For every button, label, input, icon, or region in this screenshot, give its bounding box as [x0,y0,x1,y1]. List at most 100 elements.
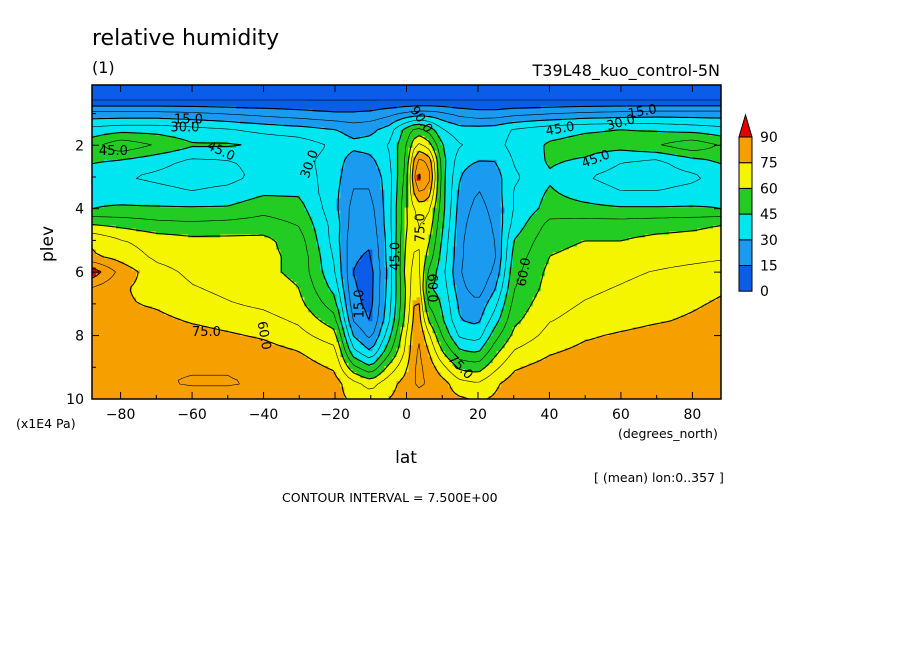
field-cell [388,85,394,89]
field-cell [300,90,305,95]
field-cell [424,85,430,89]
field-cell [208,93,213,98]
field-cell [180,102,185,107]
field-cell [676,87,682,92]
field-cell [388,93,394,98]
field-cell [596,96,602,101]
field-cell [236,90,241,95]
field-cell [308,99,313,104]
field-cell [688,87,694,92]
field-cell [256,96,261,101]
field-cell [184,102,189,107]
field-cell [240,90,245,95]
field-cell [296,96,301,101]
field-cell [636,93,642,98]
field-cell [680,90,686,95]
field-cell [664,85,670,89]
field-cell [552,87,558,92]
field-cell [640,90,646,95]
field-cell [452,90,458,95]
field-cell [324,93,329,98]
field-cell [544,85,550,89]
field-cell [144,90,149,95]
field-cell [296,85,301,89]
field-cell [200,102,205,107]
field-cell [200,99,205,104]
field-cell [148,85,153,89]
field-cell [324,85,329,89]
field-cell [716,99,721,104]
field-cell [520,96,526,101]
field-cell [568,85,574,89]
field-cell [516,90,522,95]
field-cell [640,96,646,101]
field-cell [372,90,378,95]
field-cell [656,87,662,92]
field-cell [656,90,662,95]
field-cell [320,93,325,98]
field-cell [220,96,225,101]
field-cell [596,87,602,92]
field-cell [292,96,297,101]
field-cell [608,99,614,104]
field-cell [324,90,329,95]
field-cell [168,87,173,92]
field-cell [284,99,289,104]
field-cell [232,90,237,95]
field-cell [588,90,594,95]
field-cell [180,87,185,92]
field-cell [268,87,273,92]
field-cell [656,99,662,104]
field-cell [136,93,141,98]
field-cell [580,93,586,98]
field-cell [568,87,574,92]
field-cell [428,96,434,101]
field-cell [408,85,414,89]
field-cell [152,93,157,98]
field-cell [716,93,721,98]
field-cell [148,102,153,107]
field-cell [384,85,390,89]
field-cell [108,102,113,107]
field-cell [624,90,630,95]
field-cell [268,96,273,101]
field-cell [184,90,189,95]
field-cell [196,90,201,95]
field-cell [368,85,374,89]
field-cell [220,85,225,89]
field-cell [472,90,478,95]
field-cell [204,87,209,92]
field-cell [96,87,101,92]
field-cell [352,90,358,95]
field-cell [468,87,474,92]
field-cell [128,90,133,95]
field-cell [684,90,690,95]
field-cell [200,90,205,95]
field-cell [580,96,586,101]
field-cell [116,90,121,95]
field-cell [712,87,718,92]
field-cell [444,85,450,89]
field-cell [152,87,157,92]
field-cell [544,87,550,92]
field-cell [196,96,201,101]
field-cell [556,96,562,101]
field-cell [140,99,145,104]
field-cell [496,99,502,104]
field-cell [256,87,261,92]
field-cell [224,96,229,101]
field-cell [708,90,714,95]
field-cell [540,85,546,89]
field-cell [224,102,229,107]
field-cell [632,99,638,104]
field-cell [408,87,414,92]
field-cell [232,87,237,92]
field-cell [540,96,546,101]
field-cell [464,93,470,98]
field-cell [380,85,386,89]
field-cell [236,99,241,104]
field-cell [252,99,257,104]
field-cell [504,85,510,89]
field-cell [608,85,614,89]
field-cell [600,96,606,101]
